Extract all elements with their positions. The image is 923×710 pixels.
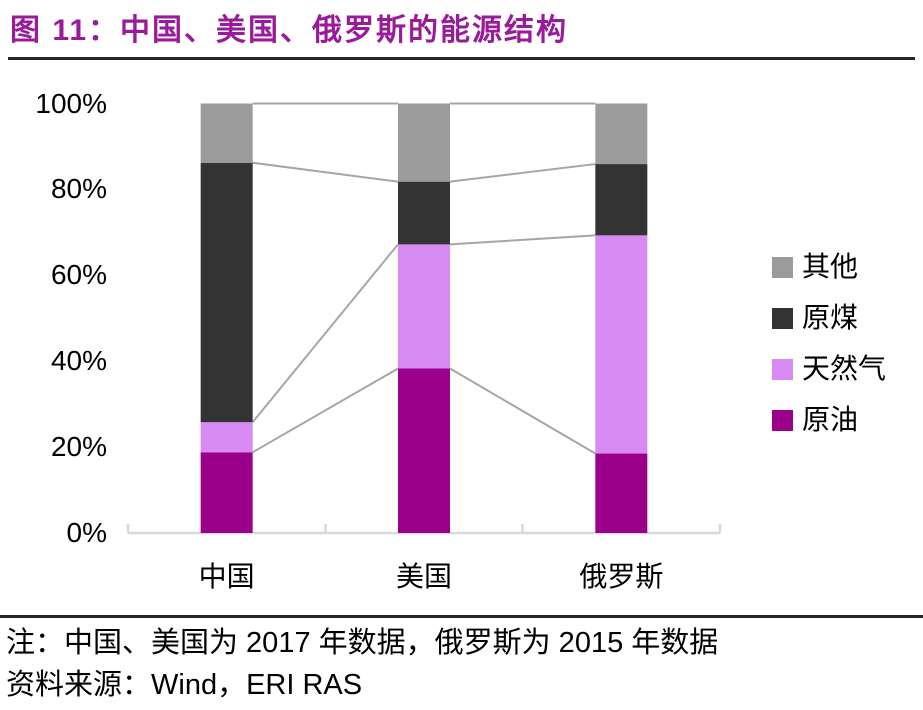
bar-segment-中国-原油 (200, 452, 253, 533)
connector-line (449, 367, 596, 455)
bar-segment-美国-其他 (398, 103, 450, 182)
title-divider (8, 57, 915, 60)
legend-label: 原煤 (802, 302, 859, 333)
legend-item-原油: 原油 (772, 404, 886, 436)
bar-segment-美国-天然气 (398, 244, 450, 369)
y-axis-label: 40% (50, 345, 107, 377)
bar-segment-俄罗斯-原煤 (595, 164, 648, 236)
figure-note: 注：中国、美国为 2017 年数据，俄罗斯为 2015 年数据 (6, 627, 719, 659)
legend-item-原煤: 原煤 (772, 302, 886, 334)
bar-segment-俄罗斯-其他 (595, 103, 648, 165)
x-axis-label-中国: 中国 (198, 561, 255, 592)
bar-segment-中国-原煤 (200, 162, 253, 423)
legend-swatch-icon (772, 358, 793, 380)
y-axis-label: 0% (66, 517, 107, 548)
bar-segment-美国-原油 (398, 368, 450, 533)
chart-legend: 其他 原煤 天然气 原油 (772, 251, 886, 436)
connector-line (252, 161, 399, 183)
y-axis-label: 100% (35, 87, 107, 119)
connector-line (449, 234, 596, 246)
footer-divider (0, 615, 923, 618)
legend-swatch-icon (772, 256, 793, 278)
connector-line (251, 243, 399, 423)
legend-label: 原油 (802, 404, 859, 435)
connector-line (252, 367, 399, 454)
y-axis-label: 20% (50, 431, 107, 463)
y-axis-label: 60% (50, 259, 107, 291)
legend-label: 其他 (802, 251, 859, 282)
connector-line (449, 163, 596, 183)
energy-structure-chart: 0% 20% 40% 60% 80% 100% 中国 美国 俄罗斯 其他原煤天然气原油 (35, 87, 886, 593)
legend-item-其他: 其他 (772, 251, 886, 283)
bar-segment-中国-天然气 (200, 422, 253, 453)
y-axis-label: 80% (50, 173, 107, 205)
bar-segment-美国-原煤 (398, 181, 450, 245)
legend-swatch-icon (772, 307, 793, 329)
bar-segment-俄罗斯-天然气 (595, 235, 648, 454)
legend-item-天然气: 天然气 (772, 353, 886, 385)
legend-label: 天然气 (802, 353, 887, 384)
bar-segment-中国-其他 (200, 103, 253, 163)
x-axis-label-美国: 美国 (395, 561, 452, 592)
legend-swatch-icon (772, 409, 793, 431)
x-axis-label-俄罗斯: 俄罗斯 (579, 561, 664, 592)
chart-plot (126, 102, 722, 535)
bar-segment-俄罗斯-原油 (595, 453, 648, 533)
figure-source: 资料来源：Wind，ERI RAS (6, 669, 363, 701)
figure-title: 图 11：中国、美国、俄罗斯的能源结构 (10, 14, 569, 47)
